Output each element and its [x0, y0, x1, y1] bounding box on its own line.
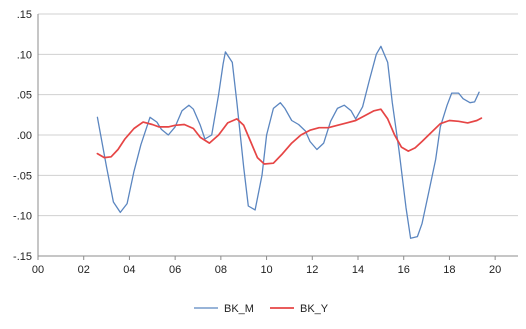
- x-tick-label: 16: [398, 264, 410, 276]
- x-tick-label: 10: [260, 264, 272, 276]
- x-tick-label: 00: [32, 264, 44, 276]
- x-tick-label: 04: [123, 264, 135, 276]
- x-axis-tick-labels: 00 02 04 06 08 10 12 14 16 18 20: [32, 264, 501, 276]
- axes: [37, 14, 518, 260]
- y-axis-tick-labels: .15 .10 .05 .00 -.05 -.10 -.15: [13, 9, 32, 263]
- series-line-bk-m: [96, 45, 480, 239]
- series-lines: [96, 45, 483, 239]
- x-tick-label: 02: [78, 264, 90, 276]
- x-tick-label: 20: [489, 264, 501, 276]
- y-tick-label: -.05: [13, 170, 32, 182]
- legend-label: BK_Y: [300, 303, 329, 315]
- legend-label: BK_M: [224, 303, 254, 315]
- y-tick-label: .00: [17, 130, 32, 142]
- x-tick-label: 18: [443, 264, 455, 276]
- legend: BK_M BK_Y: [194, 303, 329, 315]
- y-tick-label: -.15: [13, 251, 32, 263]
- x-tick-label: 08: [215, 264, 227, 276]
- y-tick-label: .05: [17, 90, 32, 102]
- series-line-bk-y: [96, 108, 483, 165]
- y-tick-label: -.10: [13, 211, 32, 223]
- x-tick-label: 12: [306, 264, 318, 276]
- x-tick-label: 06: [169, 264, 181, 276]
- y-tick-label: .15: [17, 9, 32, 21]
- grid-lines: [38, 13, 518, 257]
- y-tick-label: .10: [17, 49, 32, 61]
- x-tick-label: 14: [352, 264, 364, 276]
